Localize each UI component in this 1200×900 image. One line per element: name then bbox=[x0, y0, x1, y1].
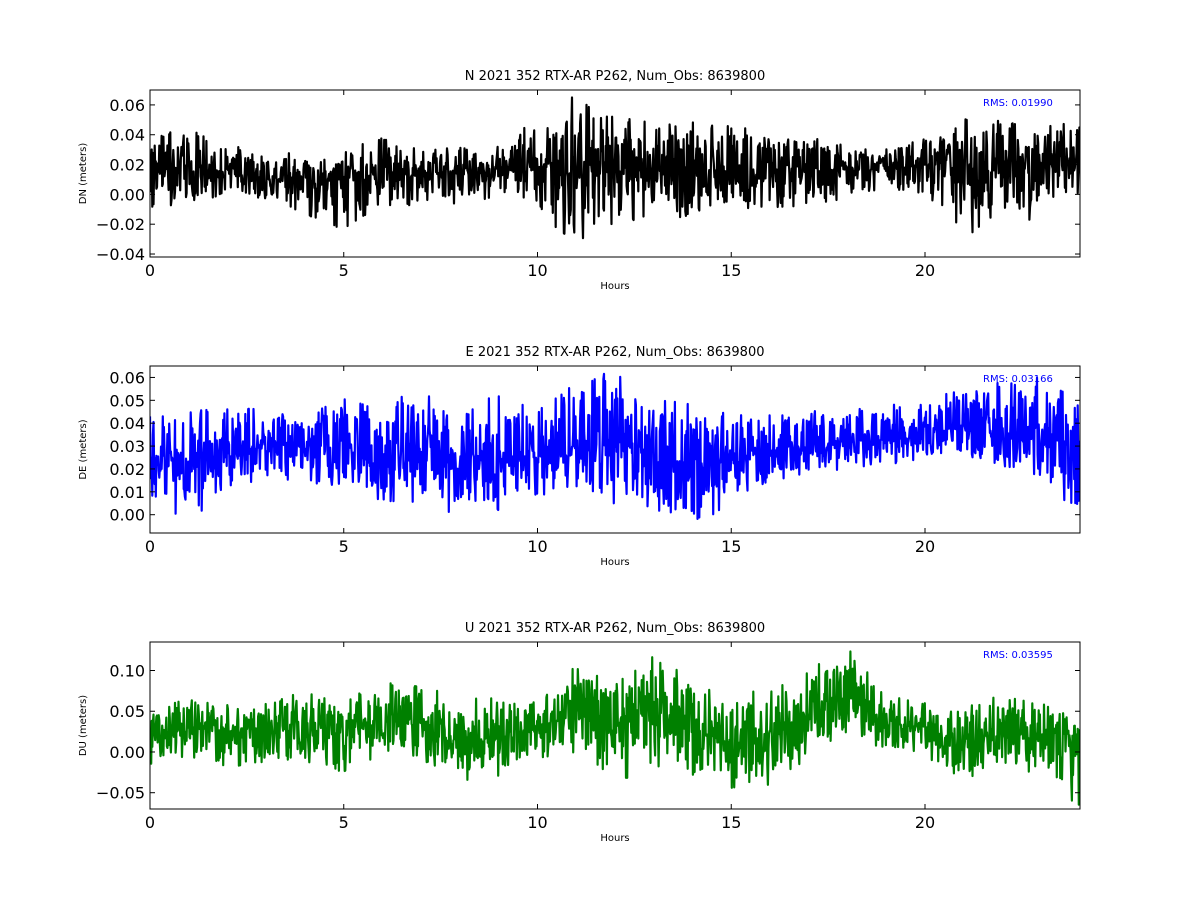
chart-title-2: U 2021 352 RTX-AR P262, Num_Obs: 8639800 bbox=[465, 621, 765, 636]
y-tick-label: 0.05 bbox=[109, 702, 145, 721]
x-tick-label: 20 bbox=[915, 261, 935, 280]
x-axis-label-2: Hours bbox=[600, 833, 629, 844]
series-line-0 bbox=[150, 96, 1080, 240]
x-tick-label: 0 bbox=[145, 261, 155, 280]
x-tick-label: 5 bbox=[339, 261, 349, 280]
subplot-0: N 2021 352 RTX-AR P262, Num_Obs: 8639800… bbox=[78, 69, 1081, 292]
subplot-1: E 2021 352 RTX-AR P262, Num_Obs: 8639800… bbox=[78, 345, 1081, 568]
y-tick-label: 0.02 bbox=[109, 156, 145, 175]
rms-annotation-0: RMS: 0.01990 bbox=[983, 98, 1053, 109]
series-line-1 bbox=[150, 372, 1080, 520]
x-tick-label: 10 bbox=[527, 537, 547, 556]
y-tick-label: 0.03 bbox=[109, 437, 145, 456]
x-tick-label: 15 bbox=[721, 537, 741, 556]
y-tick-label: 0.00 bbox=[109, 743, 145, 762]
y-axis-label-2: DU (meters) bbox=[78, 695, 89, 756]
y-tick-label: 0.00 bbox=[109, 185, 145, 204]
y-tick-label: 0.10 bbox=[109, 662, 145, 681]
y-axis-label-0: DN (meters) bbox=[78, 143, 89, 205]
x-axis-label-0: Hours bbox=[600, 281, 629, 292]
rms-annotation-2: RMS: 0.03595 bbox=[983, 650, 1053, 661]
y-tick-label: 0.05 bbox=[109, 391, 145, 410]
y-tick-label: −0.04 bbox=[96, 245, 145, 264]
subplot-2: U 2021 352 RTX-AR P262, Num_Obs: 8639800… bbox=[78, 621, 1081, 844]
y-tick-label: 0.00 bbox=[109, 506, 145, 525]
y-axis-label-1: DE (meters) bbox=[78, 419, 89, 479]
x-tick-label: 5 bbox=[339, 813, 349, 832]
x-tick-label: 0 bbox=[145, 813, 155, 832]
axes-frame-1 bbox=[149, 365, 1081, 534]
y-tick-label: 0.06 bbox=[109, 368, 145, 387]
x-tick-label: 15 bbox=[721, 261, 741, 280]
y-tick-label: 0.06 bbox=[109, 96, 145, 115]
x-tick-label: 5 bbox=[339, 537, 349, 556]
chart-title-0: N 2021 352 RTX-AR P262, Num_Obs: 8639800 bbox=[465, 69, 765, 84]
series-line-2 bbox=[150, 650, 1080, 806]
x-tick-label: 20 bbox=[915, 537, 935, 556]
x-axis-label-1: Hours bbox=[600, 557, 629, 568]
chart-title-1: E 2021 352 RTX-AR P262, Num_Obs: 8639800 bbox=[466, 345, 765, 360]
x-tick-label: 0 bbox=[145, 537, 155, 556]
axes-frame-0 bbox=[149, 89, 1081, 258]
y-tick-label: 0.01 bbox=[109, 483, 145, 502]
x-tick-label: 10 bbox=[527, 813, 547, 832]
y-tick-label: −0.05 bbox=[96, 784, 145, 803]
y-tick-label: 0.02 bbox=[109, 460, 145, 479]
axes-frame-2 bbox=[149, 641, 1081, 810]
x-tick-label: 20 bbox=[915, 813, 935, 832]
rms-annotation-1: RMS: 0.03166 bbox=[983, 374, 1053, 385]
x-tick-label: 15 bbox=[721, 813, 741, 832]
y-tick-label: 0.04 bbox=[109, 414, 145, 433]
y-tick-label: −0.02 bbox=[96, 215, 145, 234]
x-tick-label: 10 bbox=[527, 261, 547, 280]
y-tick-label: 0.04 bbox=[109, 126, 145, 145]
